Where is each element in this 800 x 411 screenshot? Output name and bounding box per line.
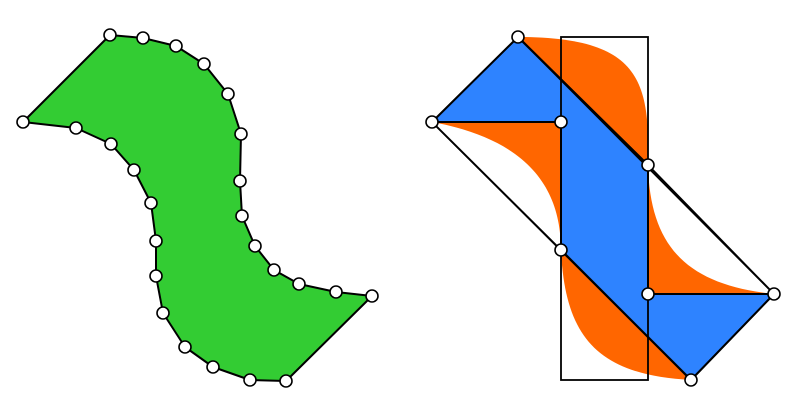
bounding-rectangle bbox=[560, 36, 649, 381]
diagonal-edge-left bbox=[431, 121, 562, 251]
left-vertex-marker bbox=[197, 57, 211, 71]
diagonal-edge-upper bbox=[517, 36, 649, 166]
left-vertex-marker bbox=[16, 115, 30, 129]
left-vertex-marker bbox=[233, 174, 247, 188]
right-vertex-marker bbox=[767, 287, 781, 301]
left-vertex-marker bbox=[149, 234, 163, 248]
left-vertex-marker bbox=[221, 87, 235, 101]
diagonal-edge-lower bbox=[560, 249, 692, 381]
left-vertex-marker bbox=[329, 285, 343, 299]
right-vertex-marker bbox=[684, 373, 698, 387]
right-vertex-marker bbox=[641, 287, 655, 301]
left-vertex-marker bbox=[248, 239, 262, 253]
orange-region-left bbox=[432, 122, 561, 250]
right-vertex-marker bbox=[554, 243, 568, 257]
left-vertex-marker bbox=[235, 209, 249, 223]
left-vertex-marker bbox=[103, 28, 117, 42]
left-vertex-marker bbox=[279, 374, 293, 388]
left-vertex-marker bbox=[365, 289, 379, 303]
left-vertex-marker bbox=[104, 137, 118, 151]
left-curved-polygon-figure bbox=[16, 28, 379, 388]
orange-region-right bbox=[648, 165, 774, 294]
right-vertex-marker bbox=[641, 158, 655, 172]
left-vertex-marker bbox=[136, 31, 150, 45]
green-curved-polygon bbox=[22, 34, 373, 382]
left-vertex-marker bbox=[69, 121, 83, 135]
left-vertex-marker bbox=[234, 127, 248, 141]
right-vertex-marker bbox=[425, 115, 439, 129]
left-vertex-marker bbox=[156, 306, 170, 320]
left-vertex-marker bbox=[206, 360, 220, 374]
left-vertex-marker bbox=[178, 340, 192, 354]
left-vertex-marker bbox=[149, 269, 163, 283]
left-vertex-marker bbox=[243, 373, 257, 387]
right-decomposition-figure bbox=[425, 30, 781, 387]
diagonal-edge-right bbox=[647, 164, 775, 295]
left-vertex-marker bbox=[169, 39, 183, 53]
left-vertex-marker bbox=[267, 263, 281, 277]
right-vertex-marker bbox=[554, 115, 568, 129]
left-vertex-marker bbox=[144, 196, 158, 210]
left-vertex-marker bbox=[127, 163, 141, 177]
right-vertex-marker bbox=[511, 30, 525, 44]
left-vertex-marker bbox=[292, 277, 306, 291]
